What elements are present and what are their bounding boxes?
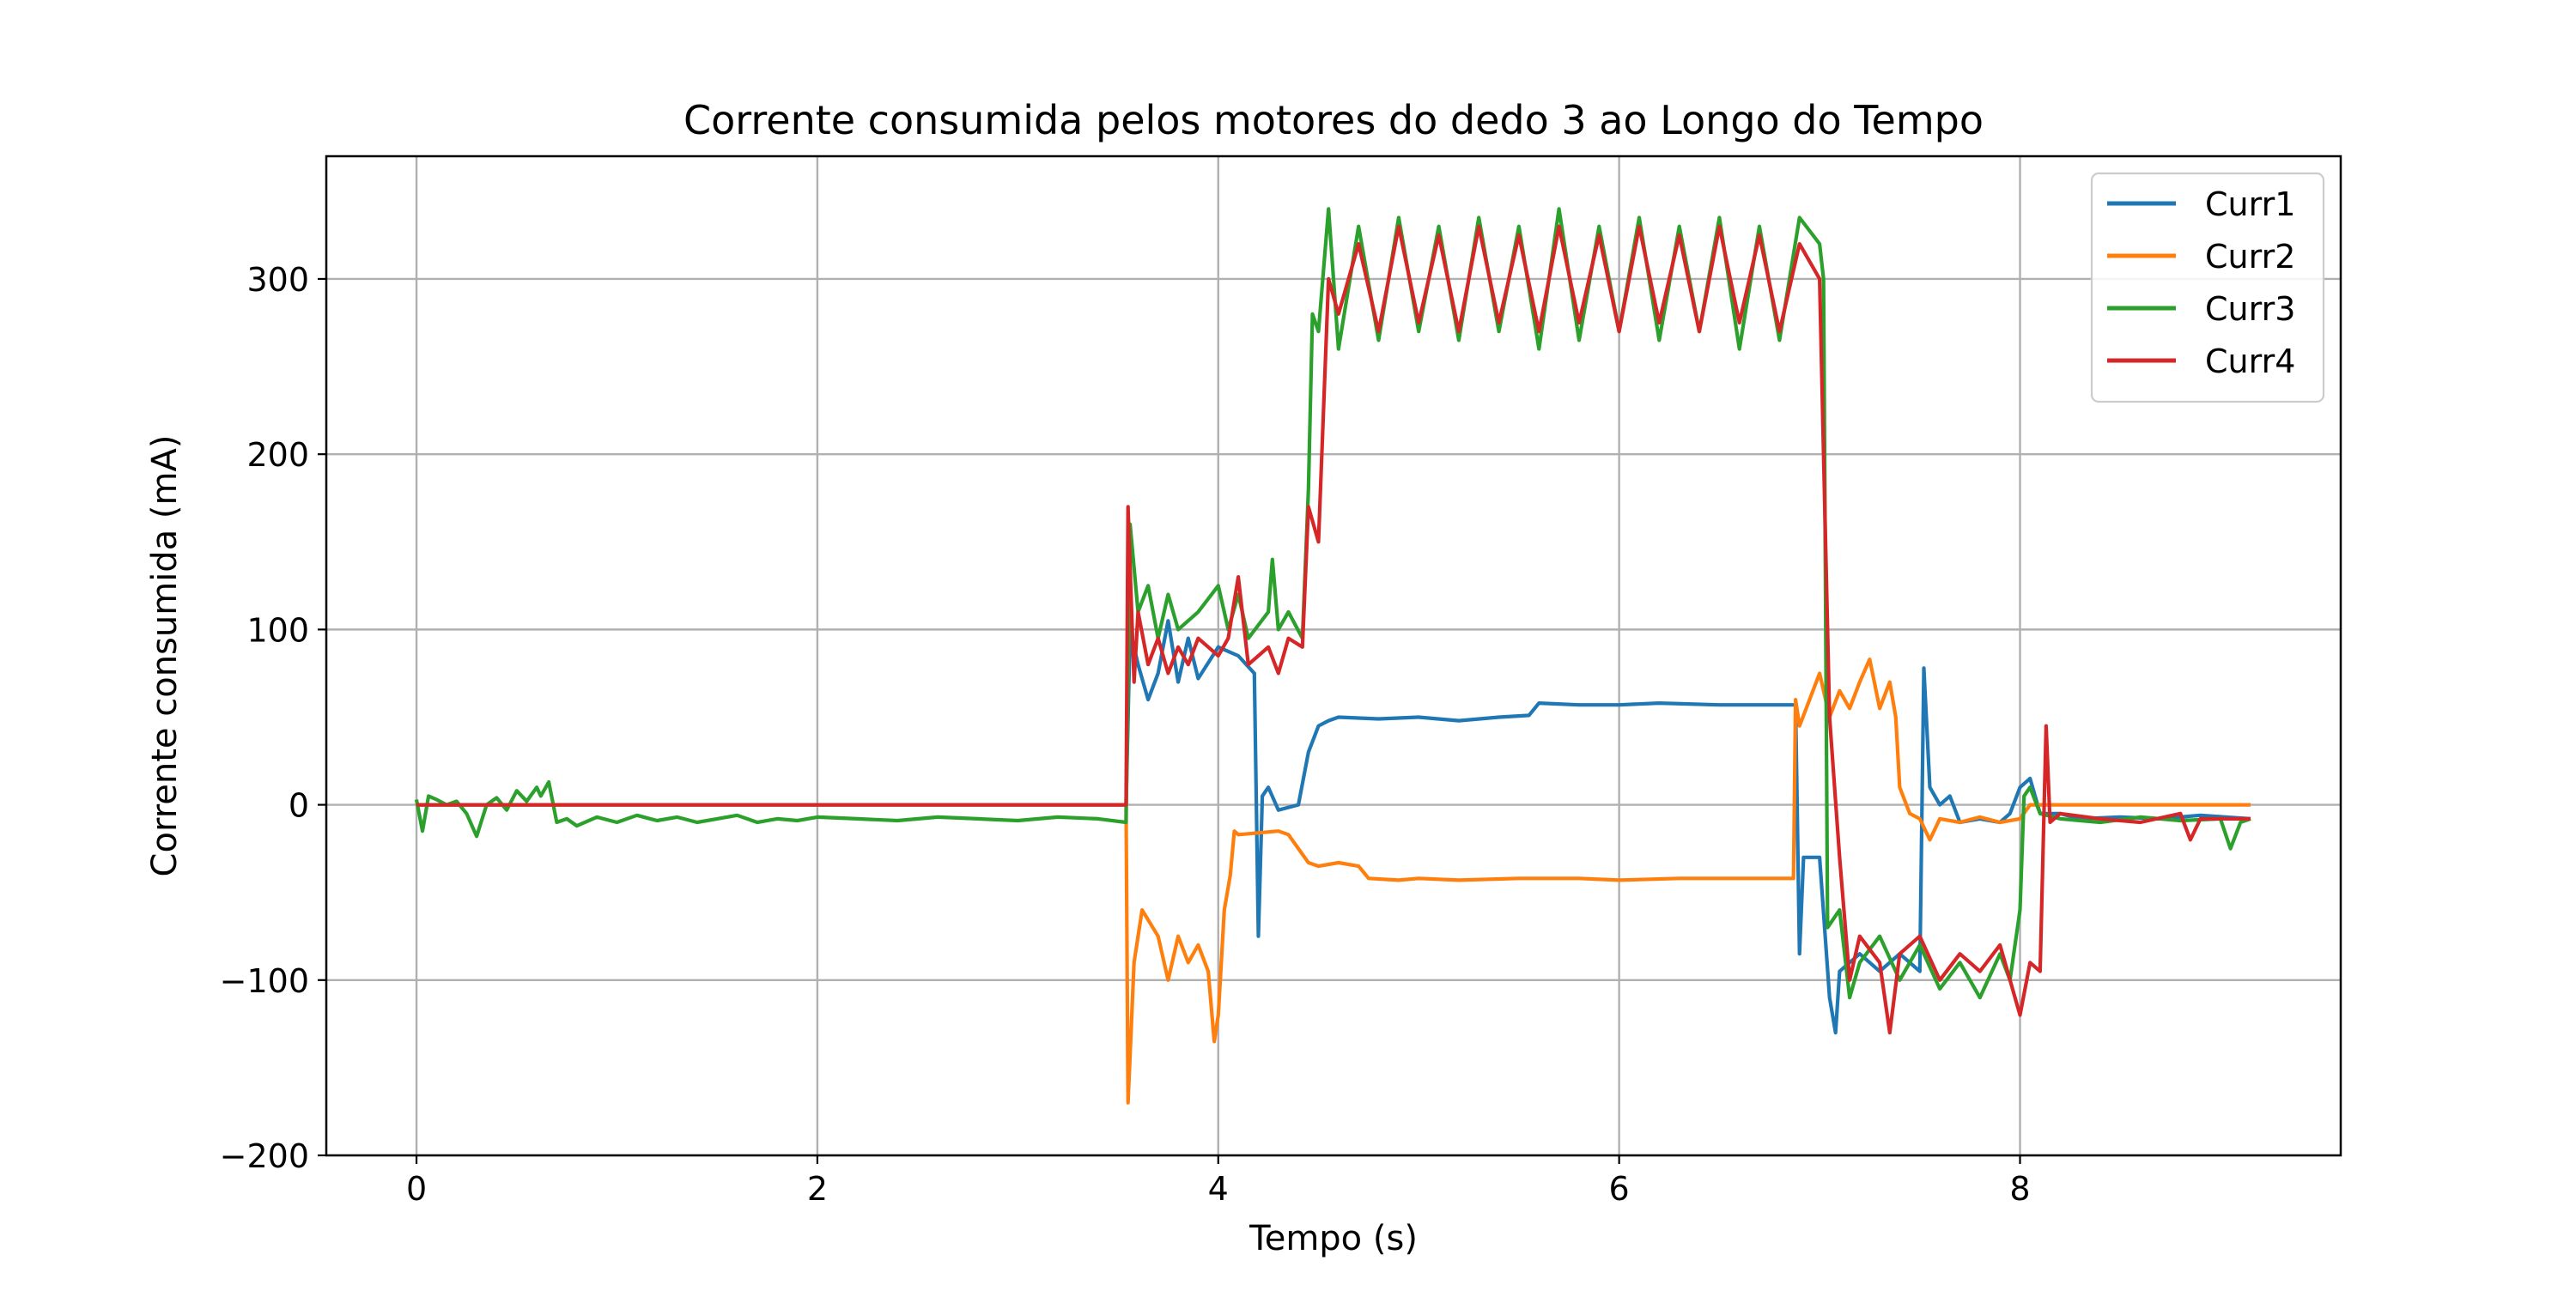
plot-frame bbox=[325, 155, 2342, 1157]
legend-box bbox=[2090, 172, 2325, 403]
grid bbox=[326, 156, 2341, 1157]
y-tick-label: 100 bbox=[246, 611, 309, 649]
legend: Curr1 Curr2 Curr3 Curr4 bbox=[2090, 172, 2325, 403]
x-axis-label: Tempo (s) bbox=[1249, 1219, 1418, 1258]
series-lines bbox=[414, 207, 2251, 1105]
y-tick-label: 200 bbox=[246, 436, 309, 474]
x-tick-label: 8 bbox=[2009, 1170, 2030, 1208]
x-tick-label: 6 bbox=[1609, 1170, 1630, 1208]
x-tick-label: 4 bbox=[1208, 1170, 1229, 1208]
legend-label: Curr1 bbox=[2205, 185, 2295, 223]
series-line-curr4 bbox=[416, 224, 2251, 1035]
y-axis-ticks: −200 −100 0 100 200 300 bbox=[220, 261, 326, 1175]
y-axis-label: Corrente consumida (mA) bbox=[145, 435, 185, 877]
legend-label: Curr4 bbox=[2205, 342, 2295, 380]
y-tick-label: −200 bbox=[220, 1137, 309, 1175]
x-tick-label: 0 bbox=[406, 1170, 427, 1208]
x-axis-ticks: 0 2 4 6 8 bbox=[406, 1155, 2031, 1208]
series-line-curr1 bbox=[416, 619, 2251, 1035]
series-line-curr2 bbox=[416, 658, 2251, 1105]
legend-label: Curr2 bbox=[2205, 238, 2295, 276]
y-tick-label: −100 bbox=[220, 962, 309, 1000]
x-tick-label: 2 bbox=[807, 1170, 828, 1208]
y-tick-label: 0 bbox=[289, 787, 309, 825]
legend-label: Curr3 bbox=[2205, 290, 2295, 328]
series-line-curr3 bbox=[414, 207, 2251, 1000]
y-tick-label: 300 bbox=[246, 261, 309, 299]
chart-title: Corrente consumida pelos motores do dedo… bbox=[683, 97, 1984, 143]
